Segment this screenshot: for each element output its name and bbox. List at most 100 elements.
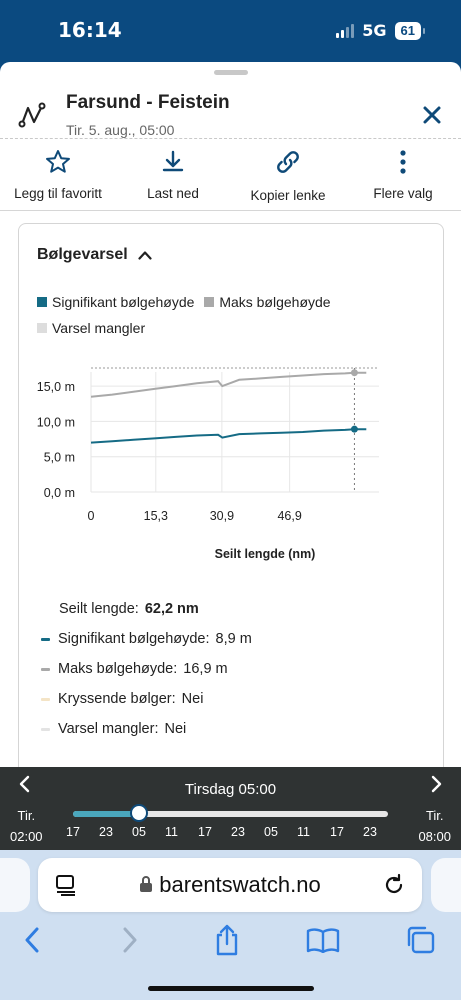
network-type: 5G [362,21,387,40]
download-icon [162,150,184,172]
wave-chart[interactable]: 0,0 m 5,0 m 10,0 m 15,0 m 0 15,3 30,9 46,9 Seilt… [19,354,445,564]
significant-wave-series-line [90,428,367,444]
previous-time-icon[interactable] [18,775,32,793]
chevron-left-icon [25,927,39,953]
timeline-tick: 17 [330,825,344,839]
legend-line [41,727,50,731]
close-icon[interactable] [421,104,443,126]
legend-swatch [204,297,215,307]
action-bar: Legg til favoritt Last ned Kopier lenke … [0,142,461,212]
share-button[interactable] [207,920,247,960]
tabs-button[interactable] [400,920,440,960]
copy-link-button[interactable]: Kopier lenke [233,142,343,203]
reload-icon[interactable] [382,873,406,897]
y-tick-label: 10,0 m [37,415,75,429]
chart-readout: Seilt lengde: 62,2 nm Signifikant bølgeh… [41,594,441,744]
legend-swatch [37,323,47,333]
bookmarks-button[interactable] [303,920,343,960]
legend-line [41,667,50,671]
more-vertical-icon [400,150,406,174]
next-time-icon[interactable] [429,775,443,793]
time-slider-track[interactable] [73,811,388,817]
x-axis-label: Seilt lengde (nm) [215,547,316,561]
route-subtitle: Tir. 5. aug., 05:00 [66,122,175,138]
wave-forecast-toggle[interactable]: Bølgevarsel [37,246,152,264]
forward-button[interactable] [110,920,150,960]
wave-forecast-card: Bølgevarsel Signifikant bølgehøyde Maks … [18,223,444,767]
next-tab-preview[interactable] [431,858,461,912]
wave-chart-svg: 0,0 m 5,0 m 10,0 m 15,0 m 0 15,3 30,9 46,9 Seilt… [37,367,379,561]
chevron-right-icon [123,927,137,953]
timeline-tick: 05 [132,825,146,839]
back-button[interactable] [12,920,52,960]
timeline-date: Tirsdag 05:00 [184,781,277,798]
favorite-label: Legg til favoritt [14,186,102,201]
lock-icon [140,876,153,892]
timeline-tick: 23 [99,825,113,839]
route-icon [18,102,46,128]
route-header: Farsund - Feistein Tir. 5. aug., 05:00 [0,76,461,138]
cellular-signal-icon [336,23,355,38]
home-indicator [148,986,314,991]
battery-icon: 61 [394,21,426,40]
x-tick-label: 15,3 [144,509,168,523]
x-tick-label: 0 [88,509,95,523]
timeline-start: Tir. 02:00 [10,808,43,844]
time-slider-panel: Tirsdag 05:00 Tir. 02:00 Tir. 08:00 17 23… [0,767,461,850]
time-slider-thumb[interactable] [130,804,149,822]
timeline-tick: 11 [297,825,310,839]
share-icon [216,924,238,956]
legend-line [41,697,50,701]
url-text: barentswatch.no [38,872,422,898]
star-icon [46,150,70,173]
x-tick-label: 30,9 [210,509,234,523]
legend-line [41,637,50,641]
readout-row: Kryssende bølger: Nei [41,684,441,714]
y-tick-label: 0,0 m [44,486,75,500]
link-icon [277,151,299,173]
y-tick-label: 15,0 m [37,380,75,394]
max-wave-cursor-point [350,369,358,377]
tabs-icon [407,926,435,954]
max-wave-series-line [90,371,367,398]
significant-wave-cursor-point [350,425,358,433]
legend-significant[interactable]: Signifikant bølgehøyde [37,289,194,315]
timeline-tick: 23 [363,825,377,839]
readout-distance: Seilt lengde: 62,2 nm [59,601,199,617]
header-divider [0,138,461,139]
timeline-tick: 11 [165,825,178,839]
route-title: Farsund - Feistein [66,92,230,113]
status-bar: 16:14 5G 61 [0,0,461,62]
action-divider [0,210,461,211]
chevron-up-icon [138,251,152,260]
timeline-tick: 23 [231,825,245,839]
more-options-button[interactable]: Flere valg [348,142,458,201]
address-bar[interactable]: barentswatch.no [38,858,422,912]
download-button[interactable]: Last ned [118,142,228,201]
readout-row: Maks bølgehøyde: 16,9 m [41,654,441,684]
download-label: Last ned [147,186,199,201]
legend-missing[interactable]: Varsel mangler [37,315,145,341]
book-icon [306,928,340,953]
timeline-tick: 17 [198,825,212,839]
reader-icon[interactable] [54,874,78,896]
timeline-tick: 17 [66,825,80,839]
browser-toolbar: barentswatch.no [0,850,461,1000]
legend-swatch [37,297,47,307]
copy-link-label: Kopier lenke [250,188,326,203]
readout-row: Signifikant bølgehøyde: 8,9 m [41,624,441,654]
previous-tab-preview[interactable] [0,858,30,912]
x-tick-label: 46,9 [277,509,301,523]
timeline-end: Tir. 08:00 [418,808,451,844]
timeline-tick: 05 [264,825,278,839]
y-tick-label: 5,0 m [44,451,75,465]
time-slider-fill [73,811,140,817]
favorite-button[interactable]: Legg til favoritt [3,142,113,201]
readout-row: Varsel mangler: Nei [41,714,441,744]
chart-legend: Signifikant bølgehøyde Maks bølgehøyde V… [37,289,437,341]
legend-max[interactable]: Maks bølgehøyde [204,289,331,315]
more-options-label: Flere valg [373,186,433,201]
sheet-grabber[interactable] [214,70,248,75]
status-time: 16:14 [58,18,122,42]
card-title: Bølgevarsel [37,246,128,263]
